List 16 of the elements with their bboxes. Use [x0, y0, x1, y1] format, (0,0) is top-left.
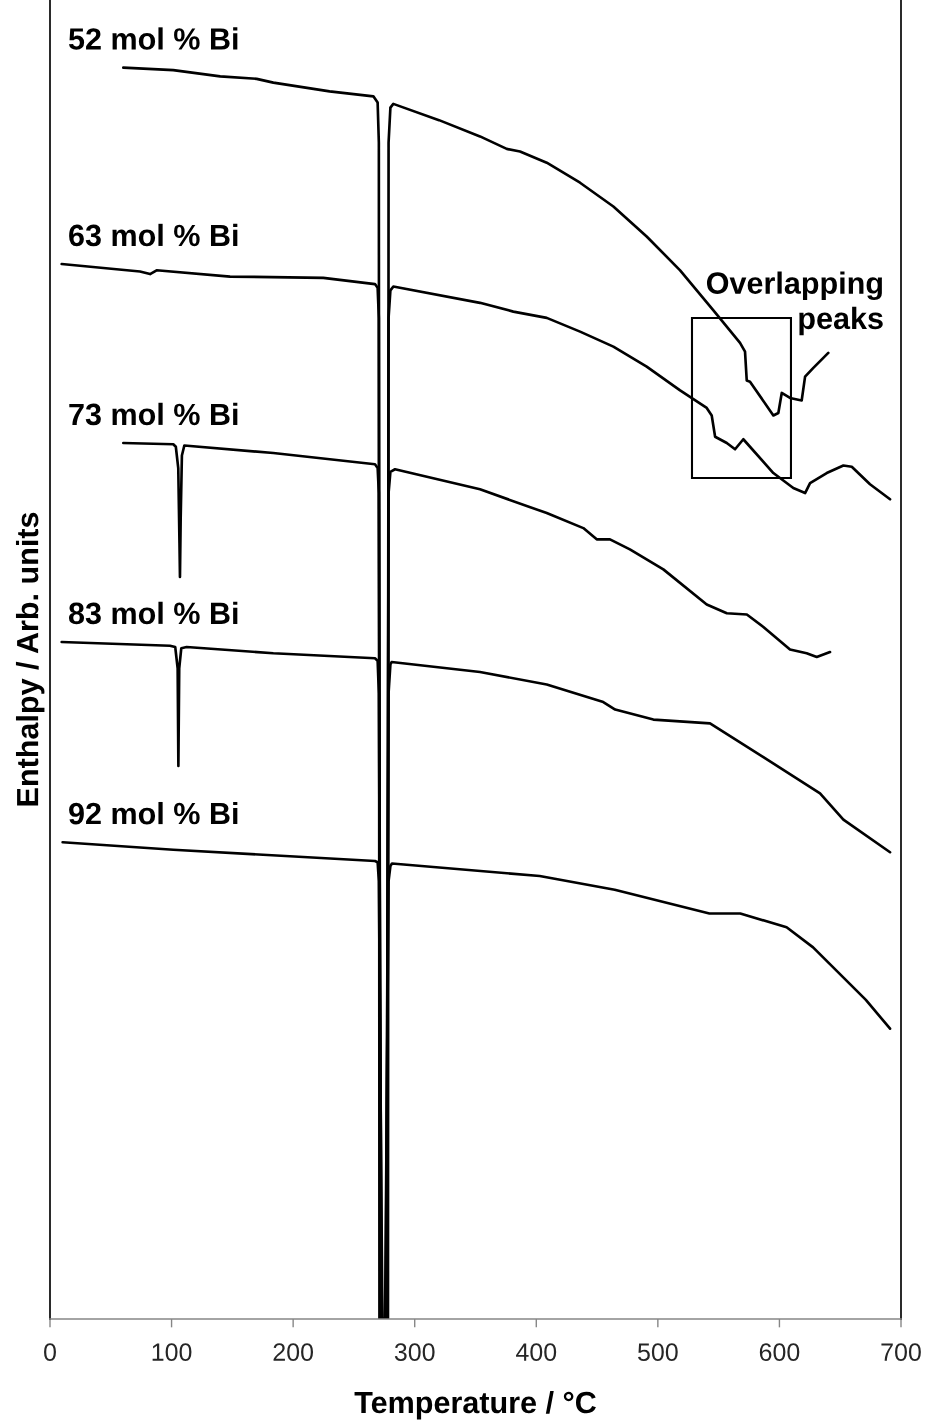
x-tick-label: 500	[638, 1343, 678, 1361]
series-label: 52 mol % Bi	[68, 27, 238, 50]
series-label: 92 mol % Bi	[69, 801, 238, 825]
x-tick-label: 700	[881, 1343, 921, 1361]
y-axis-title: Enthalpy / Arb. units	[15, 512, 45, 806]
series-label: 83 mol % Bi	[68, 601, 238, 625]
x-tick-label: 300	[394, 1343, 435, 1361]
x-tick-label: 400	[516, 1343, 557, 1361]
series-label: 73 mol % Bi	[69, 402, 238, 426]
x-tick-label: 100	[152, 1343, 192, 1361]
series-label: 63 mol % Bi	[69, 223, 238, 247]
annotation: Overlapping peaks	[706, 271, 883, 336]
x-tick-label: 0	[44, 1343, 56, 1361]
x-tick-label: 200	[273, 1343, 314, 1361]
x-tick-label: 600	[759, 1343, 800, 1361]
x-axis-title: Temperature / °C	[354, 1390, 596, 1420]
